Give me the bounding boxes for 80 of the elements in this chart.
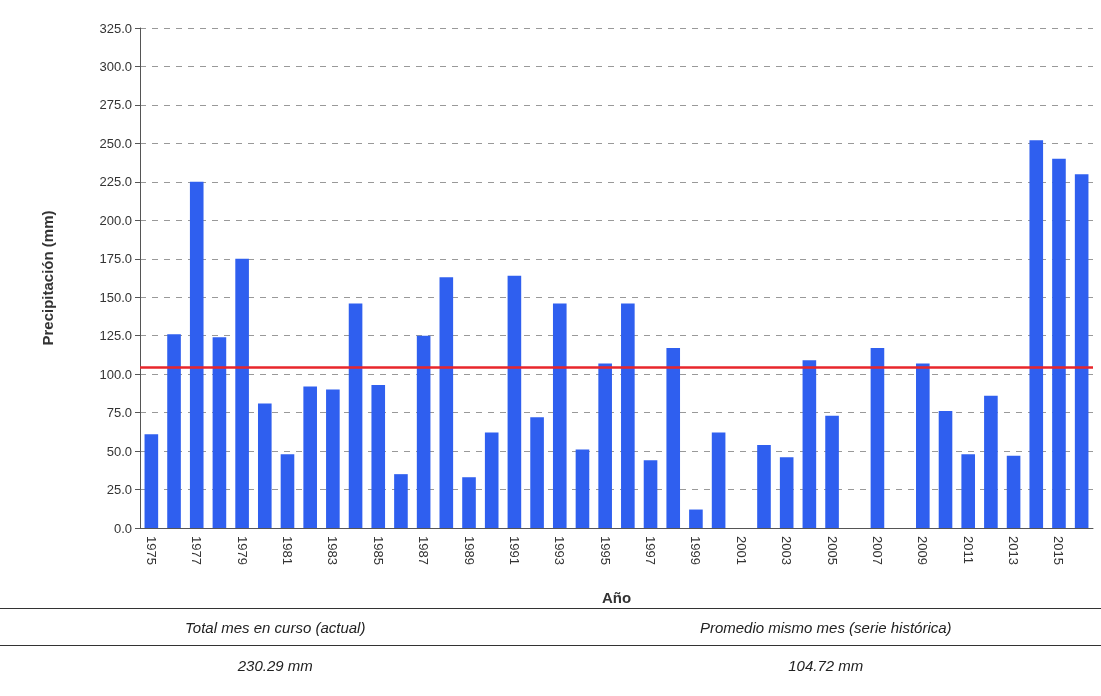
bar xyxy=(416,335,431,528)
bar xyxy=(1052,158,1066,528)
x-tick-label: 1997 xyxy=(643,536,659,565)
y-tick-label: 200.0 xyxy=(99,212,132,228)
bar xyxy=(1029,140,1044,528)
bar xyxy=(462,477,476,528)
bar xyxy=(938,411,953,528)
bar xyxy=(280,454,295,528)
bar xyxy=(870,348,885,528)
bar xyxy=(643,460,658,528)
bar xyxy=(689,509,703,528)
bar xyxy=(326,389,340,528)
y-tick-label: 150.0 xyxy=(99,289,132,305)
bar xyxy=(1074,174,1089,528)
bar xyxy=(598,363,612,528)
bar xyxy=(779,457,794,528)
bar xyxy=(530,417,544,528)
y-tick-label: 300.0 xyxy=(99,58,132,74)
bar xyxy=(825,415,839,528)
y-axis-title: Precipitación (mm) xyxy=(39,210,56,346)
x-tick-label: 2011 xyxy=(960,536,976,564)
text: Promedio mismo mes (serie histórica) xyxy=(698,618,953,636)
text: 104.72 mm xyxy=(787,656,865,674)
x-tick-label: 1993 xyxy=(552,536,568,565)
text: 230.29 mm xyxy=(236,656,314,674)
bar xyxy=(1006,455,1021,528)
bar xyxy=(212,337,227,528)
bar xyxy=(303,386,317,528)
y-tick-label: 75.0 xyxy=(106,405,132,421)
x-tick-label: 2007 xyxy=(869,536,885,565)
bar xyxy=(394,474,408,528)
y-tick-label: 175.0 xyxy=(99,251,132,267)
bar xyxy=(711,432,726,528)
x-tick-label: 1979 xyxy=(234,536,250,565)
x-tick-label: 1983 xyxy=(325,536,341,565)
bar xyxy=(167,334,181,528)
bar xyxy=(666,348,681,528)
y-tick-label: 100.0 xyxy=(99,366,132,382)
x-tick-label: 2005 xyxy=(824,536,840,565)
y-tick-label: 125.0 xyxy=(99,328,132,344)
x-tick-label: 1991 xyxy=(506,536,522,565)
x-tick-label: 2009 xyxy=(915,536,931,565)
bar xyxy=(802,360,817,528)
y-tick-label: 25.0 xyxy=(106,482,132,498)
y-tick-label: 0.0 xyxy=(113,520,132,536)
y-tick-label: 325.0 xyxy=(99,20,132,36)
bar xyxy=(984,395,998,528)
x-tick-label: 2015 xyxy=(1051,536,1067,565)
x-tick-label: 1987 xyxy=(416,536,432,565)
bar xyxy=(348,303,363,528)
bar xyxy=(189,181,204,528)
y-tick-label: 250.0 xyxy=(99,135,132,151)
bar xyxy=(552,303,567,528)
bar xyxy=(961,454,976,528)
bar xyxy=(575,449,590,528)
bar xyxy=(439,277,454,528)
bar xyxy=(257,403,272,528)
bar xyxy=(757,444,771,528)
bar xyxy=(621,303,635,528)
bar xyxy=(371,384,386,528)
x-tick-label: 1989 xyxy=(461,536,477,565)
x-tick-label: 1995 xyxy=(597,536,613,565)
bar xyxy=(235,258,249,528)
x-tick-label: 1999 xyxy=(688,536,704,565)
x-tick-label: 2001 xyxy=(733,536,749,565)
x-tick-label: 1977 xyxy=(189,536,205,565)
x-axis-title: Año xyxy=(601,589,632,606)
x-tick-label: 1975 xyxy=(143,536,159,565)
text: Total mes en curso (actual) xyxy=(184,618,367,636)
y-tick-label: 225.0 xyxy=(99,174,132,190)
x-tick-label: 2013 xyxy=(1006,536,1022,565)
x-tick-label: 1985 xyxy=(370,536,386,565)
bar xyxy=(507,275,522,528)
y-tick-label: 275.0 xyxy=(99,97,132,113)
x-tick-label: 1981 xyxy=(279,536,295,565)
x-tick-label: 2003 xyxy=(779,536,795,565)
bar xyxy=(484,432,499,528)
bar xyxy=(144,434,159,528)
y-tick-label: 50.0 xyxy=(106,443,132,459)
bar xyxy=(916,363,930,528)
